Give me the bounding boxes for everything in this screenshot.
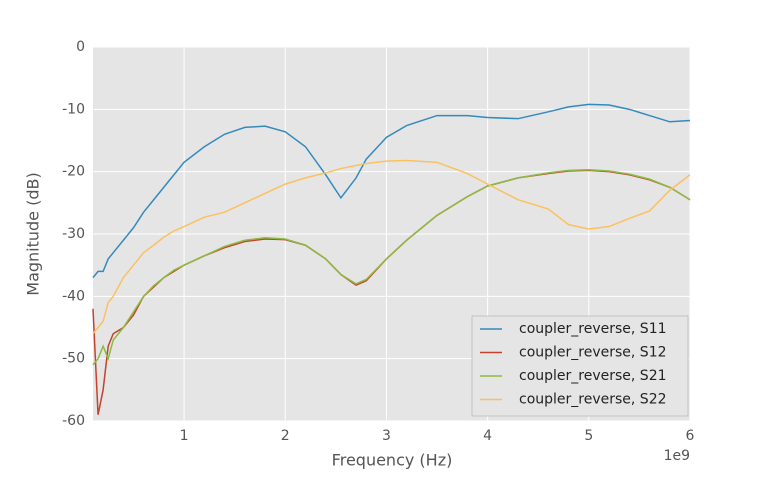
x-tick-label: 1 xyxy=(180,428,189,444)
legend-box xyxy=(471,315,689,417)
lines xyxy=(92,103,691,415)
legend: coupler_reverse, S11 coupler_reverse, S12… xyxy=(471,315,689,417)
x-tick-label: 6 xyxy=(686,428,695,444)
legend-label: coupler_reverse, S22 xyxy=(519,392,667,408)
x-tick-label: 5 xyxy=(584,428,593,444)
x-axis-label: Frequency (Hz) xyxy=(332,451,453,470)
data-line xyxy=(92,159,691,335)
y-tick-label: -20 xyxy=(62,164,85,180)
y-axis-label: Magnitude (dB) xyxy=(24,172,43,295)
data-line xyxy=(92,169,691,366)
y-tick-label: -40 xyxy=(62,288,85,304)
y-tick-label: -30 xyxy=(62,226,85,242)
x-tick-label: 3 xyxy=(382,428,391,444)
y-tick-label: -60 xyxy=(62,413,85,429)
x-tick-label: 2 xyxy=(281,428,290,444)
legend-label: coupler_reverse, S12 xyxy=(519,345,667,361)
y-tick-label: -50 xyxy=(62,351,85,367)
legend-label: coupler_reverse, S11 xyxy=(519,321,667,337)
x-tick-label: 4 xyxy=(483,428,492,444)
data-line xyxy=(92,103,691,279)
y-tick-label: 0 xyxy=(76,39,85,55)
legend-label: coupler_reverse, S21 xyxy=(519,368,667,384)
x-offset-label: 1e9 xyxy=(664,448,690,464)
y-tick-label: -10 xyxy=(62,101,85,117)
